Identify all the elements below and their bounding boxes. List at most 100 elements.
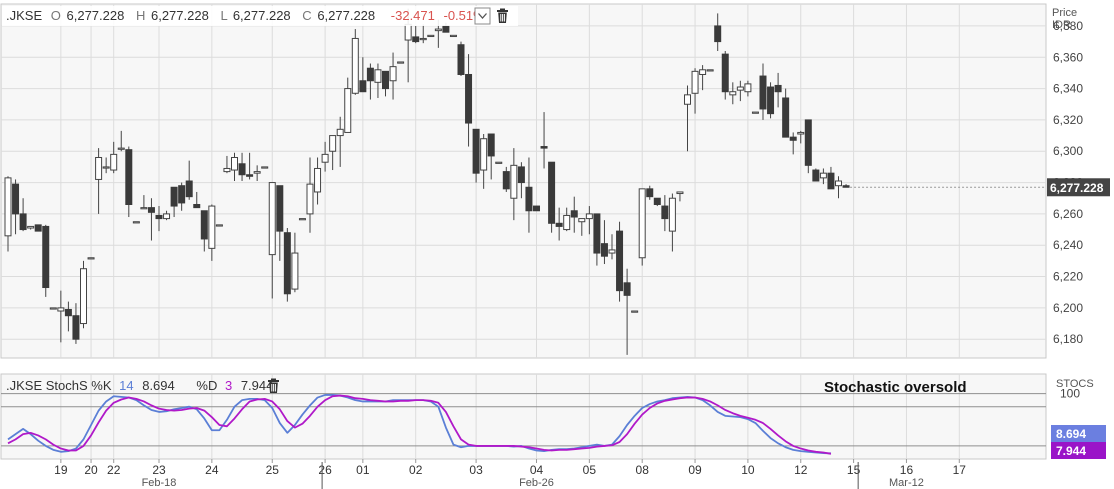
candle — [178, 182, 186, 211]
candle-body — [427, 34, 435, 38]
candle — [193, 191, 201, 209]
candle — [64, 301, 72, 332]
candle-body — [64, 308, 72, 317]
candle — [540, 112, 548, 169]
stoch-d-line — [7, 394, 832, 455]
candle — [298, 218, 306, 221]
candle — [397, 61, 405, 64]
candle — [631, 310, 639, 313]
candle-body — [80, 268, 87, 325]
candle-body — [721, 53, 729, 93]
candle — [246, 152, 254, 180]
candle-body — [487, 133, 495, 157]
stoch-d-tag-label: 7.944 — [1056, 444, 1086, 458]
candle-body — [276, 185, 284, 232]
candle-body — [412, 36, 420, 43]
candle — [684, 85, 691, 152]
candle-body — [827, 172, 835, 190]
candle-body — [291, 252, 299, 290]
candle-body — [57, 307, 65, 312]
candle-body — [125, 149, 133, 205]
high-value: 6,277.228 — [151, 8, 209, 23]
candle — [72, 303, 80, 344]
candle — [691, 68, 699, 114]
stoch-d-value: 7.944 — [241, 378, 274, 393]
candle-body — [533, 205, 540, 212]
candle — [525, 157, 533, 233]
candle-body — [374, 69, 382, 83]
candle-body — [351, 37, 359, 94]
candle — [321, 141, 329, 172]
candle-body — [714, 25, 722, 43]
symbol-label: .JKSE — [6, 8, 42, 23]
candle — [714, 13, 722, 51]
candle-body — [163, 213, 171, 220]
candle — [351, 29, 359, 95]
candle-body — [676, 191, 684, 195]
candle — [457, 41, 465, 77]
candle — [276, 185, 284, 261]
candle-body — [223, 167, 231, 173]
x-day-label: 16 — [900, 463, 914, 477]
candle — [291, 232, 299, 293]
svg-text:.JKSE StochS %K 14 8.6: .JKSE StochS %K 14 8.694 %D 3 7.944 — [6, 378, 273, 393]
candle-body — [434, 28, 442, 32]
candle — [510, 148, 518, 221]
candle-body — [253, 171, 261, 174]
candle — [646, 185, 654, 200]
candle — [170, 186, 178, 218]
candle — [585, 206, 593, 235]
price-legend-bg — [2, 6, 518, 26]
stoch-d-tag — [1051, 442, 1106, 459]
price-axis-currency: IDR — [1052, 19, 1071, 31]
candle-body — [525, 186, 533, 212]
candle — [208, 204, 216, 261]
candle — [706, 69, 714, 72]
price-tick-label: 6,300 — [1053, 144, 1083, 158]
candle-body — [804, 119, 812, 166]
candle — [163, 210, 171, 221]
candle-body — [306, 183, 314, 215]
candle — [495, 161, 503, 164]
x-day-label: 26 — [318, 463, 332, 477]
candle — [57, 290, 65, 343]
candle — [283, 227, 291, 302]
x-month-label: Feb-18 — [142, 477, 177, 489]
candle — [427, 34, 435, 38]
candle-body — [268, 182, 276, 256]
candle — [366, 63, 374, 100]
stoch-axis-title: STOCS — [1056, 378, 1094, 390]
candle-body — [585, 213, 593, 220]
candle-body — [329, 135, 337, 152]
candle-body — [472, 128, 480, 174]
candle — [759, 63, 767, 120]
candle-body — [736, 86, 744, 91]
candle-body — [706, 69, 714, 72]
candle-body — [442, 25, 450, 33]
candle — [789, 132, 797, 155]
candle-body — [283, 232, 291, 295]
price-tick-label: 6,360 — [1053, 50, 1083, 64]
candle — [767, 82, 775, 119]
candle-body — [87, 257, 95, 260]
candle-body — [548, 161, 556, 224]
price-grid — [1, 4, 1046, 358]
candle — [268, 182, 276, 299]
candle — [253, 165, 261, 181]
current-price-tag — [1047, 178, 1110, 197]
candle-body — [19, 213, 27, 231]
candle-body — [382, 70, 389, 90]
candle-body — [298, 218, 306, 221]
price-tick-label: 6,220 — [1053, 270, 1083, 284]
x-day-label: 04 — [530, 463, 544, 477]
candle-body — [200, 210, 208, 240]
x-day-label: 15 — [847, 463, 861, 477]
candle-body — [344, 88, 352, 133]
trash-icon[interactable] — [497, 8, 508, 24]
candle — [261, 166, 269, 169]
trash-icon[interactable] — [268, 378, 279, 394]
chevron-down-icon[interactable] — [474, 7, 491, 25]
candle — [502, 166, 510, 192]
candle — [374, 63, 382, 98]
candle — [412, 25, 420, 44]
